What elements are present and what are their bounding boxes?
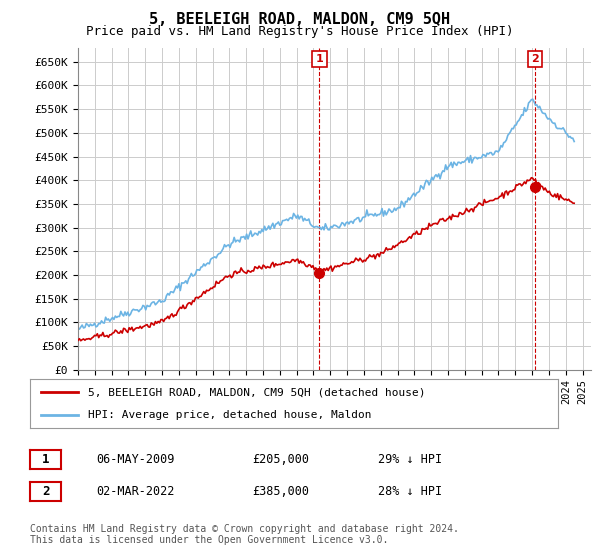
Text: Price paid vs. HM Land Registry's House Price Index (HPI): Price paid vs. HM Land Registry's House … [86, 25, 514, 38]
Text: £385,000: £385,000 [252, 485, 309, 498]
Text: 1: 1 [316, 54, 323, 64]
Text: 5, BEELEIGH ROAD, MALDON, CM9 5QH (detached house): 5, BEELEIGH ROAD, MALDON, CM9 5QH (detac… [88, 388, 425, 398]
Text: 06-MAY-2009: 06-MAY-2009 [96, 452, 175, 466]
Text: £205,000: £205,000 [252, 452, 309, 466]
Text: 2: 2 [531, 54, 539, 64]
Text: HPI: Average price, detached house, Maldon: HPI: Average price, detached house, Mald… [88, 410, 371, 420]
Text: 1: 1 [42, 452, 49, 466]
Text: 29% ↓ HPI: 29% ↓ HPI [378, 452, 442, 466]
Text: Contains HM Land Registry data © Crown copyright and database right 2024.
This d: Contains HM Land Registry data © Crown c… [30, 524, 459, 545]
Text: 02-MAR-2022: 02-MAR-2022 [96, 485, 175, 498]
Text: 2: 2 [42, 485, 49, 498]
Text: 5, BEELEIGH ROAD, MALDON, CM9 5QH: 5, BEELEIGH ROAD, MALDON, CM9 5QH [149, 12, 451, 27]
Text: 28% ↓ HPI: 28% ↓ HPI [378, 485, 442, 498]
